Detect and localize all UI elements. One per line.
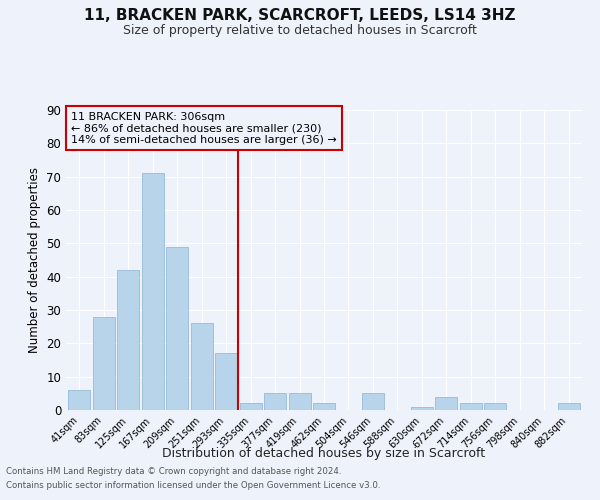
Text: Contains HM Land Registry data © Crown copyright and database right 2024.: Contains HM Land Registry data © Crown c… [6,467,341,476]
Bar [460,404,482,410]
Bar [557,404,580,410]
Bar [264,394,286,410]
Text: 11, BRACKEN PARK, SCARCROFT, LEEDS, LS14 3HZ: 11, BRACKEN PARK, SCARCROFT, LEEDS, LS14… [84,8,516,22]
Bar [411,406,433,410]
Bar [239,404,262,410]
Text: Size of property relative to detached houses in Scarcroft: Size of property relative to detached ho… [123,24,477,37]
Y-axis label: Number of detached properties: Number of detached properties [28,167,41,353]
Text: Contains public sector information licensed under the Open Government Licence v3: Contains public sector information licen… [6,481,380,490]
Bar [484,404,506,410]
Bar [215,354,237,410]
Bar [289,394,311,410]
Text: Distribution of detached houses by size in Scarcroft: Distribution of detached houses by size … [163,448,485,460]
Bar [118,270,139,410]
Bar [166,246,188,410]
Bar [68,390,91,410]
Bar [191,324,213,410]
Bar [362,394,384,410]
Bar [435,396,457,410]
Bar [142,174,164,410]
Bar [313,404,335,410]
Text: 11 BRACKEN PARK: 306sqm
← 86% of detached houses are smaller (230)
14% of semi-d: 11 BRACKEN PARK: 306sqm ← 86% of detache… [71,112,337,144]
Bar [93,316,115,410]
